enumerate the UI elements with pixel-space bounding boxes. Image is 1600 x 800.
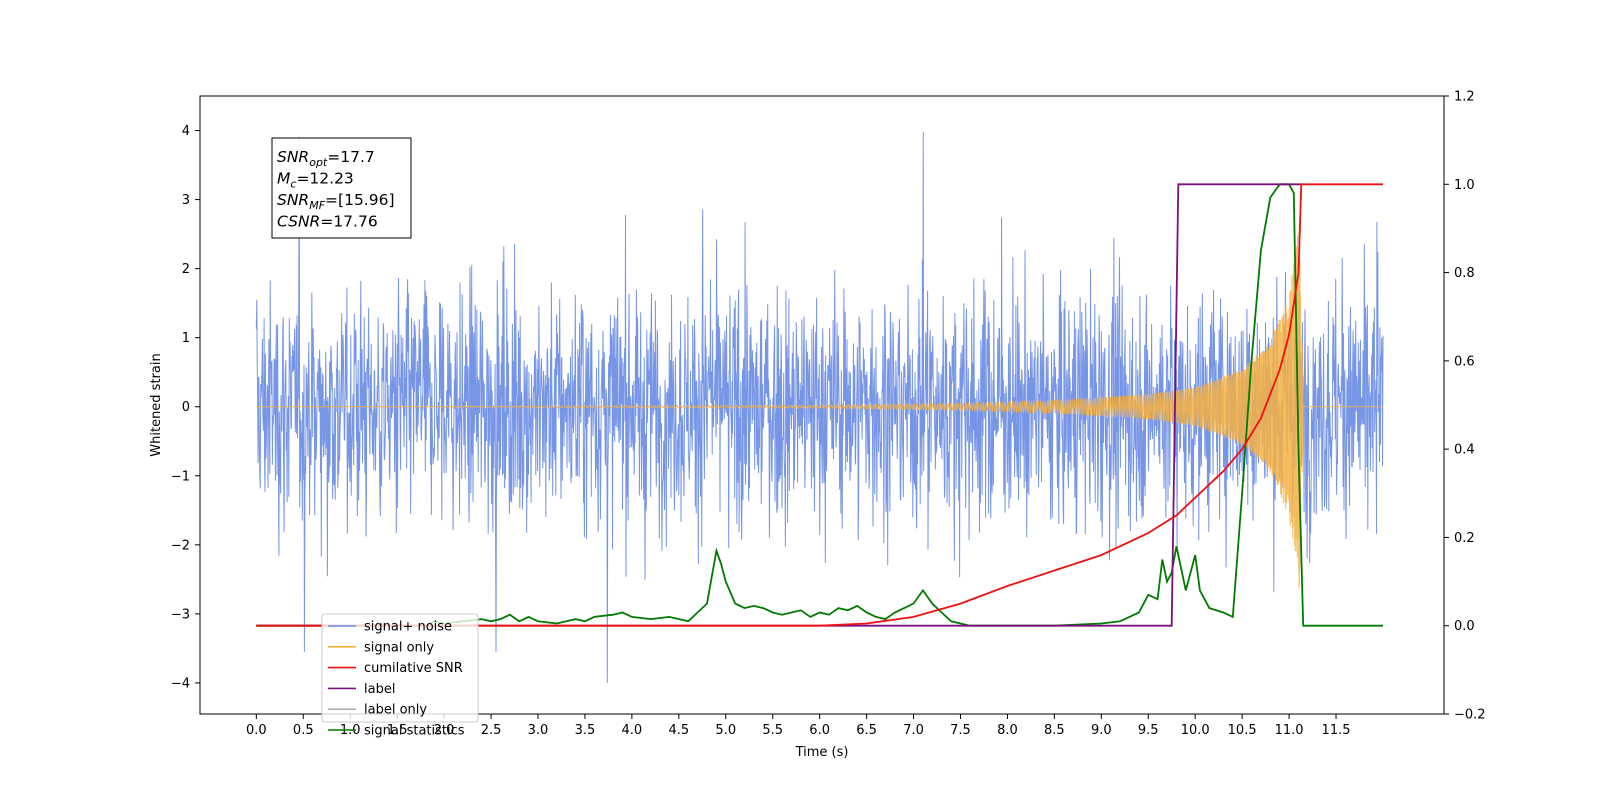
signal-noise-series — [255, 131, 1384, 683]
x-tick-label: 5.0 — [715, 723, 736, 738]
annotation-line: CSNR=17.76 — [277, 213, 378, 231]
x-tick-label: 0.0 — [246, 723, 267, 738]
signal-noise-line — [255, 131, 1384, 683]
x-tick-label: 9.5 — [1138, 723, 1159, 738]
y-left-tick-label: −2 — [171, 538, 190, 553]
signal-only-line — [256, 223, 1383, 589]
y-left-tick-label: −4 — [171, 676, 190, 691]
y-right-tick-label: 0.0 — [1454, 619, 1475, 634]
y-left-tick-label: 3 — [182, 193, 190, 208]
y-right-tick-label: 0.2 — [1454, 531, 1475, 546]
x-tick-label: 4.0 — [622, 723, 643, 738]
x-tick-label: 4.5 — [668, 723, 689, 738]
y-right-tick-label: 0.4 — [1454, 443, 1475, 458]
x-tick-label: 11.5 — [1322, 723, 1351, 738]
x-tick-label: 10.5 — [1228, 723, 1257, 738]
y-left-tick-label: −3 — [171, 607, 190, 622]
right-y-axis-ticks: 1.2 1.0 0.8 0.6 0.4 0.2 0.0 −0.2 — [1444, 90, 1486, 723]
x-tick-label: 3.0 — [528, 723, 549, 738]
x-tick-label: 10.0 — [1181, 723, 1210, 738]
right-axis-series — [256, 183, 1383, 627]
x-tick-label: 0.5 — [293, 723, 314, 738]
signal-only-series — [256, 223, 1383, 589]
x-tick-label: 7.5 — [950, 723, 971, 738]
legend-label: cumilative SNR — [364, 661, 463, 676]
y-left-tick-label: −1 — [171, 469, 190, 484]
legend-label: label — [364, 682, 395, 697]
x-tick-label: 8.5 — [1044, 723, 1065, 738]
plot-frame — [199, 95, 1445, 715]
legend-box — [321, 613, 479, 723]
x-tick-label: 3.5 — [575, 723, 596, 738]
x-axis-label: Time (s) — [795, 745, 849, 760]
y-left-tick-label: 2 — [182, 262, 190, 277]
x-tick-label: 6.0 — [809, 723, 830, 738]
x-tick-label: 6.5 — [856, 723, 877, 738]
y-left-tick-label: 4 — [182, 124, 190, 139]
y-right-tick-label: −0.2 — [1454, 708, 1486, 723]
x-tick-label: 9.0 — [1091, 723, 1112, 738]
annotation-line: SNRopt=17.7 — [277, 148, 375, 169]
signal-statistics-line — [256, 183, 1383, 627]
x-tick-label: 2.5 — [481, 723, 502, 738]
y-right-tick-label: 0.6 — [1454, 354, 1475, 369]
x-tick-label: 2.0 — [434, 723, 455, 738]
annotation-line: SNRMF=[15.96] — [277, 191, 395, 212]
legend: signal+ noise signal only cumilative SNR la… — [321, 613, 479, 739]
y-left-tick-label: 1 — [182, 331, 190, 346]
cumulative-snr-line — [256, 183, 1383, 627]
x-tick-label: 11.0 — [1275, 723, 1304, 738]
y-right-tick-label: 0.8 — [1454, 266, 1475, 281]
legend-label: signal statistics — [364, 724, 465, 739]
annotation-line: Mc=12.23 — [277, 170, 354, 191]
legend-label: signal only — [364, 640, 434, 655]
annotation-box: SNRopt=17.7Mc=12.23SNRMF=[15.96]CSNR=17.… — [271, 137, 412, 239]
x-tick-label: 5.5 — [762, 723, 783, 738]
y-axis-label-left: Whitened strain — [149, 353, 164, 456]
y-left-tick-label: 0 — [182, 400, 190, 415]
y-right-tick-label: 1.2 — [1454, 90, 1475, 105]
legend-label: label only — [364, 703, 427, 718]
left-y-axis-ticks: 4 3 2 1 0 −1 −2 −3 −4 — [171, 124, 200, 691]
y-right-tick-label: 1.0 — [1454, 178, 1475, 193]
x-axis-ticks: 0.0 0.5 1.0 1.5 2.0 2.5 3.0 3.5 4.0 4.5 5.0 5.5 6.0 6… — [246, 714, 1351, 738]
x-tick-label: 8.0 — [997, 723, 1018, 738]
x-tick-label: 1.5 — [387, 723, 408, 738]
legend-label: signal+ noise — [364, 620, 452, 635]
x-tick-label: 7.0 — [903, 723, 924, 738]
